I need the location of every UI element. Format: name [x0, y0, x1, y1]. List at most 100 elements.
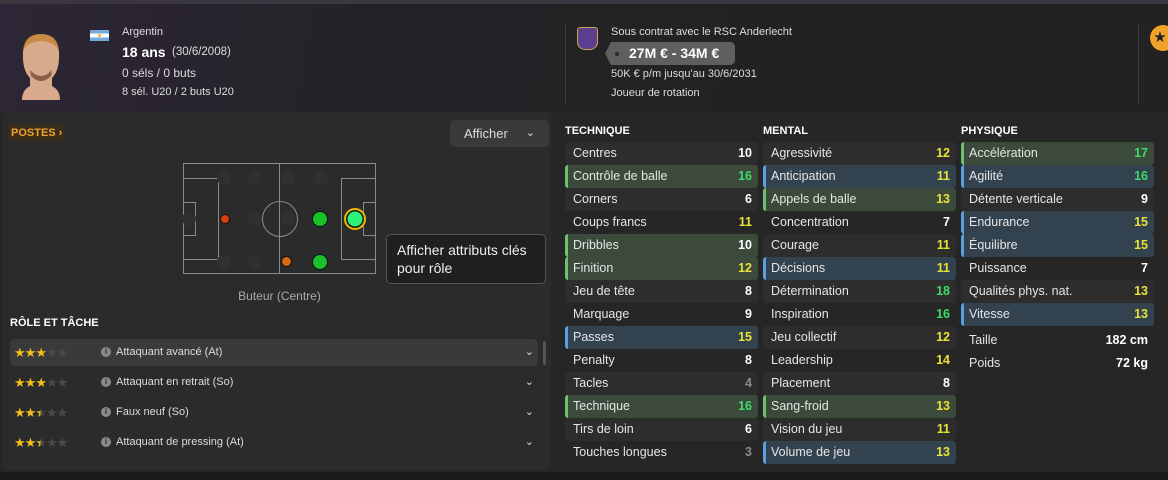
attribute-row[interactable]: Volume de jeu 13	[763, 441, 956, 464]
attribute-row[interactable]: Agressivité 12	[763, 142, 956, 165]
roles-scrollbar[interactable]	[543, 341, 546, 365]
attribute-value: 11	[936, 238, 950, 252]
role-name: Attaquant avancé (At)	[116, 346, 223, 358]
attribute-row[interactable]: Leadership 14	[763, 349, 956, 372]
show-dropdown[interactable]: Afficher ⌄	[450, 120, 549, 147]
attribute-row[interactable]: Concentration 7	[763, 211, 956, 234]
info-icon[interactable]: i	[101, 437, 111, 447]
shortlist-star-button[interactable]: ★	[1150, 25, 1168, 51]
position-dot-am-right[interactable]	[312, 254, 328, 270]
attribute-row[interactable]: Passes 15	[565, 326, 758, 349]
attribute-row[interactable]: Touches longues 3	[565, 441, 758, 464]
role-item[interactable]: ★★★★★ i Attaquant avancé (At) ⌄	[10, 339, 538, 366]
info-icon[interactable]: i	[101, 377, 111, 387]
attribute-row[interactable]: Coups francs 11	[565, 211, 758, 234]
attribute-name: Volume de jeu	[771, 445, 851, 459]
role-rating-stars: ★★★★★	[14, 345, 68, 360]
position-dot-striker-selected[interactable]	[344, 208, 366, 230]
attribute-value: 3	[745, 445, 752, 459]
attribute-value: 6	[745, 192, 752, 206]
attribute-name: Finition	[573, 261, 614, 275]
weight-label: Poids	[969, 356, 1001, 370]
chevron-down-icon[interactable]: ⌄	[524, 376, 534, 388]
role-item[interactable]: ★★★★★ i Faux neuf (So) ⌄	[10, 399, 538, 426]
attribute-name: Qualités phys. nat.	[969, 284, 1073, 298]
attribute-row[interactable]: Corners 6	[565, 188, 758, 211]
position-dot-defender-centre[interactable]	[220, 214, 230, 224]
attribute-value: 13	[1134, 284, 1148, 298]
chevron-down-icon[interactable]: ⌄	[524, 406, 534, 418]
attribute-value: 12	[738, 261, 752, 275]
role-item[interactable]: ★★★★★ i Attaquant de pressing (At) ⌄	[10, 429, 538, 456]
info-icon[interactable]: i	[101, 347, 111, 357]
attribute-row[interactable]: Penalty 8	[565, 349, 758, 372]
attribute-row[interactable]: Puissance 7	[961, 257, 1154, 280]
role-item[interactable]: ★★★★★ i Attaquant en retrait (So) ⌄	[10, 369, 538, 396]
attribute-row[interactable]: Sang-froid 13	[763, 395, 956, 418]
attribute-value: 15	[1134, 215, 1148, 229]
weight-value: 72 kg	[1116, 356, 1148, 370]
attribute-row[interactable]: Marquage 9	[565, 303, 758, 326]
attribute-row[interactable]: Décisions 11	[763, 257, 956, 280]
attribute-row[interactable]: Dribbles 10	[565, 234, 758, 257]
attribute-value: 12	[936, 146, 950, 160]
chevron-down-icon[interactable]: ⌄	[524, 436, 534, 448]
attribute-name: Placement	[771, 376, 831, 390]
attribute-row[interactable]: Endurance 15	[961, 211, 1154, 234]
attribute-row[interactable]: Technique 16	[565, 395, 758, 418]
attribute-name: Courage	[771, 238, 819, 252]
attribute-row[interactable]: Anticipation 11	[763, 165, 956, 188]
position-dot-am-centre[interactable]	[312, 211, 328, 227]
positions-link[interactable]: POSTES ›	[8, 125, 66, 141]
international-caps: 0 séls / 0 buts	[122, 66, 197, 80]
attribute-row[interactable]: Tacles 4	[565, 372, 758, 395]
attribute-row[interactable]: Placement 8	[763, 372, 956, 395]
attribute-row[interactable]: Vision du jeu 11	[763, 418, 956, 441]
attribute-row[interactable]: Vitesse 13	[961, 303, 1154, 326]
attribute-name: Dribbles	[573, 238, 619, 252]
attribute-value: 8	[745, 353, 752, 367]
attribute-name: Agressivité	[771, 146, 833, 160]
attribute-row[interactable]: Appels de balle 13	[763, 188, 956, 211]
attribute-value: 9	[745, 307, 752, 321]
attribute-value: 9	[1141, 192, 1148, 206]
attribute-row[interactable]: Jeu de tête 8	[565, 280, 758, 303]
attribute-name: Accélération	[969, 146, 1038, 160]
attribute-name: Vitesse	[969, 307, 1010, 321]
pitch-diagram	[182, 163, 376, 274]
attribute-name: Inspiration	[771, 307, 829, 321]
attribute-name: Contrôle de balle	[573, 169, 668, 183]
attribute-row[interactable]: Centres 10	[565, 142, 758, 165]
position-dot-midfield-right[interactable]	[281, 256, 292, 267]
attribute-row[interactable]: Détermination 18	[763, 280, 956, 303]
divider	[565, 24, 566, 104]
attribute-row[interactable]: Contrôle de balle 16	[565, 165, 758, 188]
club-contract[interactable]: Sous contrat avec le RSC Anderlecht	[611, 26, 792, 38]
role-name: Attaquant de pressing (At)	[116, 436, 244, 448]
attribute-value: 15	[738, 330, 752, 344]
attribute-name: Jeu collectif	[771, 330, 837, 344]
attribute-row[interactable]: Qualités phys. nat. 13	[961, 280, 1154, 303]
attribute-value: 10	[738, 146, 752, 160]
attribute-value: 15	[1134, 238, 1148, 252]
attribute-row[interactable]: Agilité 16	[961, 165, 1154, 188]
chevron-down-icon[interactable]: ⌄	[524, 346, 534, 358]
top-bar	[0, 0, 1168, 4]
info-icon[interactable]: i	[101, 407, 111, 417]
weight-row: Poids 72 kg	[961, 352, 1154, 375]
attribute-row[interactable]: Équilibre 15	[961, 234, 1154, 257]
role-section-title: RÔLE ET TÂCHE	[10, 317, 99, 329]
attribute-row[interactable]: Courage 11	[763, 234, 956, 257]
attribute-row[interactable]: Détente verticale 9	[961, 188, 1154, 211]
technique-title: TECHNIQUE	[565, 125, 630, 137]
role-rating-stars: ★★★★★	[14, 405, 68, 420]
attribute-value: 11	[936, 261, 950, 275]
role-name: Faux neuf (So)	[116, 406, 189, 418]
attribute-row[interactable]: Inspiration 16	[763, 303, 956, 326]
attribute-value: 8	[943, 376, 950, 390]
attribute-row[interactable]: Finition 12	[565, 257, 758, 280]
attribute-row[interactable]: Accélération 17	[961, 142, 1154, 165]
attribute-row[interactable]: Jeu collectif 12	[763, 326, 956, 349]
club-crest-icon[interactable]	[577, 27, 598, 50]
attribute-row[interactable]: Tirs de loin 6	[565, 418, 758, 441]
